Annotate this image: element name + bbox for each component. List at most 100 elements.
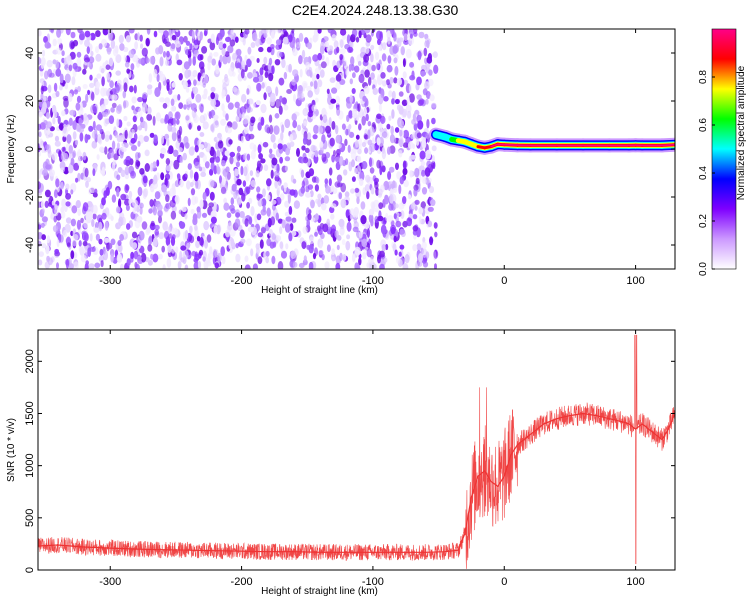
noise-blob xyxy=(52,38,57,47)
noise-blob xyxy=(90,50,94,57)
noise-blob xyxy=(266,207,271,217)
noise-blob xyxy=(286,89,292,94)
figure-title: C2E4.2024.248.13.38.G30 xyxy=(291,2,459,18)
noise-blob xyxy=(369,143,376,153)
noise-blob xyxy=(209,41,216,51)
noise-blob xyxy=(185,142,189,149)
noise-blob xyxy=(354,246,361,256)
noise-blob xyxy=(402,196,407,204)
noise-blob xyxy=(203,30,208,37)
noise-blob xyxy=(425,251,430,259)
noise-blob xyxy=(83,113,88,121)
noise-blob xyxy=(179,221,186,229)
noise-blob xyxy=(283,71,288,80)
noise-blob xyxy=(431,117,436,125)
noise-blob xyxy=(150,253,154,260)
noise-blob xyxy=(129,85,134,93)
noise-blob xyxy=(140,252,147,263)
noise-blob xyxy=(326,44,331,52)
noise-blob xyxy=(264,71,269,79)
noise-blob xyxy=(98,111,102,121)
noise-blob xyxy=(288,232,293,242)
noise-blob xyxy=(388,166,395,173)
noise-blob xyxy=(126,258,131,267)
noise-blob xyxy=(171,82,176,88)
noise-blob xyxy=(275,196,282,205)
noise-blob xyxy=(77,208,82,216)
noise-blob xyxy=(84,167,89,178)
noise-blob xyxy=(53,109,58,119)
noise-blob xyxy=(178,147,183,153)
noise-blob xyxy=(58,183,65,190)
noise-blob xyxy=(351,108,358,119)
noise-blob xyxy=(38,259,43,266)
noise-blob xyxy=(263,56,268,65)
noise-blob xyxy=(131,128,135,134)
noise-blob xyxy=(117,221,122,228)
noise-blob xyxy=(376,137,381,146)
noise-blob xyxy=(192,86,199,95)
noise-blob xyxy=(130,170,136,179)
noise-blob xyxy=(76,219,81,230)
noise-blob xyxy=(297,230,302,238)
noise-blob xyxy=(268,72,274,82)
noise-blob xyxy=(236,48,242,56)
noise-blob xyxy=(233,88,240,96)
noise-blob xyxy=(291,217,297,223)
noise-blob xyxy=(96,73,102,79)
noise-blob xyxy=(182,249,189,260)
noise-blob xyxy=(224,150,230,157)
noise-blob xyxy=(276,235,282,242)
noise-blob xyxy=(216,163,220,174)
noise-blob xyxy=(273,125,280,135)
noise-blob xyxy=(429,237,434,243)
noise-blob xyxy=(67,164,74,174)
noise-blob xyxy=(190,208,195,215)
noise-blob xyxy=(317,52,323,61)
noise-blob xyxy=(376,159,381,169)
noise-blob xyxy=(310,81,314,87)
noise-blob xyxy=(111,140,116,150)
noise-blob xyxy=(381,244,386,252)
noise-blob xyxy=(338,38,345,48)
noise-blob xyxy=(396,171,402,180)
noise-blob xyxy=(336,148,341,156)
noise-blob xyxy=(378,202,384,210)
noise-blob xyxy=(246,88,250,95)
noise-blob xyxy=(106,242,113,250)
noise-blob xyxy=(222,82,227,92)
colorbar-tick-label: 0.6 xyxy=(698,118,709,132)
noise-blob xyxy=(357,60,362,66)
noise-blob xyxy=(55,68,62,77)
noise-blob xyxy=(199,31,203,41)
noise-blob xyxy=(369,126,375,137)
noise-blob xyxy=(279,156,283,164)
noise-blob xyxy=(123,54,128,63)
noise-blob xyxy=(166,78,170,85)
noise-blob xyxy=(425,132,430,139)
noise-blob xyxy=(44,189,51,198)
noise-blob xyxy=(199,115,206,124)
noise-blob xyxy=(415,177,420,185)
noise-blob xyxy=(144,121,148,132)
noise-blob xyxy=(407,194,412,200)
noise-blob xyxy=(309,236,314,245)
noise-blob xyxy=(213,225,218,235)
noise-blob xyxy=(65,201,71,207)
noise-blob xyxy=(386,30,391,39)
noise-blob xyxy=(60,167,65,173)
noise-blob xyxy=(228,67,235,77)
noise-blob xyxy=(345,68,349,76)
noise-blob xyxy=(185,40,191,46)
noise-blob xyxy=(160,172,165,181)
noise-blob xyxy=(275,39,282,46)
noise-blob xyxy=(246,58,252,68)
noise-blob xyxy=(247,46,252,55)
noise-blob xyxy=(360,215,367,225)
noise-blob xyxy=(160,147,167,155)
noise-blob xyxy=(64,73,71,84)
noise-blob xyxy=(143,188,149,198)
noise-blob xyxy=(421,187,428,195)
noise-blob xyxy=(144,149,150,157)
noise-blob xyxy=(202,94,207,100)
